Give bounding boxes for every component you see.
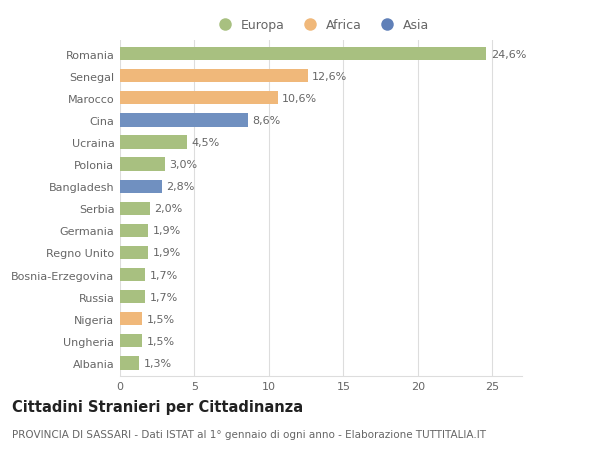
Bar (120, 269, 145, 281)
Bar (120, 92, 278, 105)
Bar (120, 357, 139, 370)
Text: 3,0%: 3,0% (169, 160, 197, 170)
Text: 10,6%: 10,6% (282, 94, 317, 104)
Text: 8,6%: 8,6% (253, 116, 281, 126)
Bar (120, 136, 187, 149)
Bar (120, 114, 248, 127)
Text: 1,3%: 1,3% (144, 358, 172, 368)
Text: 1,5%: 1,5% (147, 314, 175, 324)
Text: 1,7%: 1,7% (150, 292, 178, 302)
Text: 4,5%: 4,5% (191, 138, 220, 148)
Text: 2,0%: 2,0% (154, 204, 182, 214)
Bar (120, 158, 164, 171)
Bar (120, 224, 148, 237)
Bar (120, 180, 161, 193)
Text: 1,7%: 1,7% (150, 270, 178, 280)
Text: 12,6%: 12,6% (312, 72, 347, 82)
Text: Cittadini Stranieri per Cittadinanza: Cittadini Stranieri per Cittadinanza (12, 399, 303, 414)
Legend: Europa, Africa, Asia: Europa, Africa, Asia (208, 14, 434, 37)
Bar (120, 335, 142, 348)
Bar (120, 202, 150, 215)
Text: 24,6%: 24,6% (491, 50, 526, 60)
Text: 2,8%: 2,8% (166, 182, 194, 192)
Text: 1,5%: 1,5% (147, 336, 175, 346)
Bar (120, 70, 308, 83)
Bar (120, 246, 148, 259)
Text: 1,9%: 1,9% (153, 248, 181, 258)
Bar (120, 48, 486, 61)
Text: 1,9%: 1,9% (153, 226, 181, 236)
Bar (120, 291, 145, 304)
Text: PROVINCIA DI SASSARI - Dati ISTAT al 1° gennaio di ogni anno - Elaborazione TUTT: PROVINCIA DI SASSARI - Dati ISTAT al 1° … (12, 429, 486, 439)
Bar (120, 313, 142, 326)
